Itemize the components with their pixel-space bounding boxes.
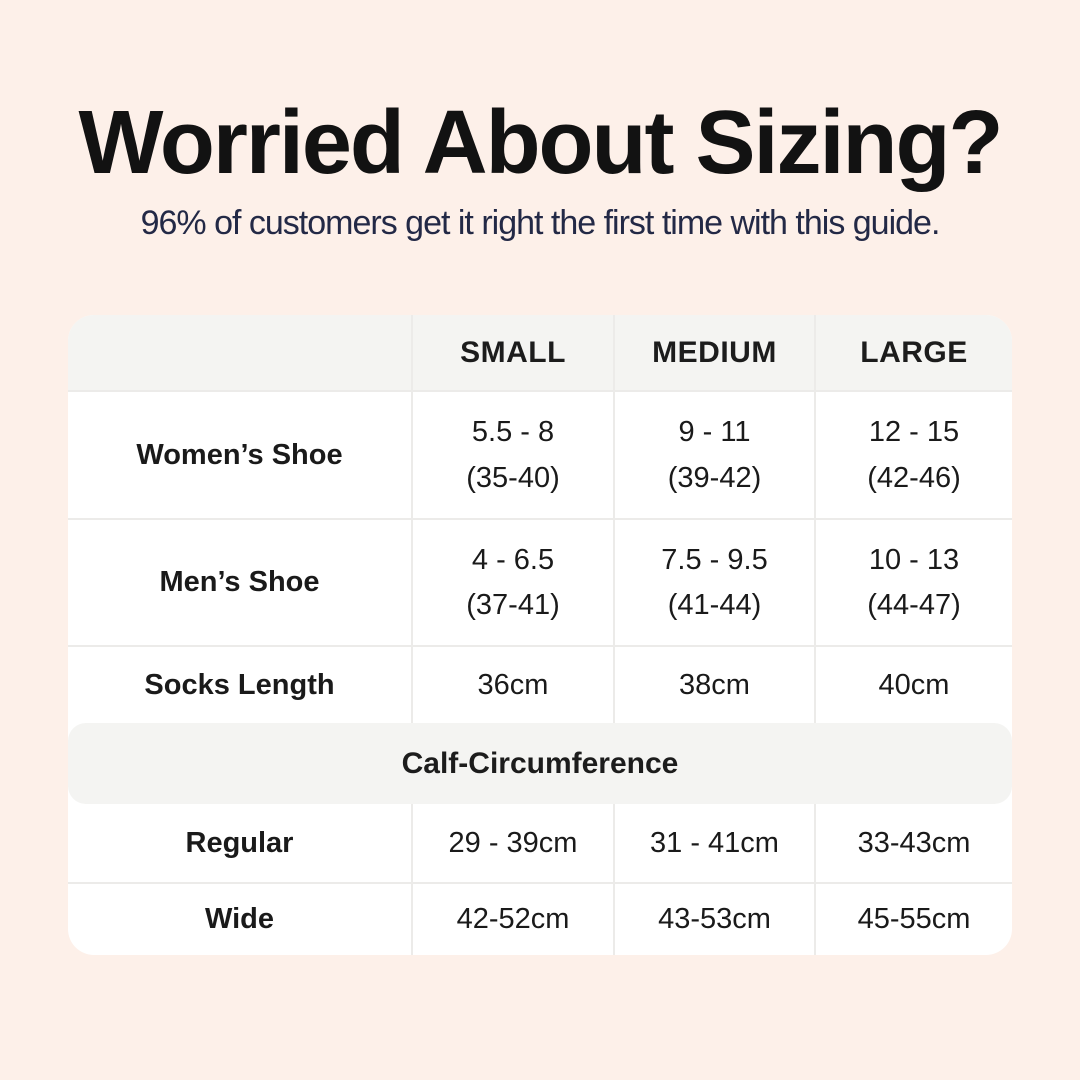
header-cell-medium: MEDIUM — [613, 315, 814, 390]
table-row-regular: Regular 29 - 39cm 31 - 41cm 33-43cm — [68, 804, 1012, 882]
row-label-womens-shoe: Women’s Shoe — [136, 438, 343, 471]
row-label-socks-length: Socks Length — [144, 668, 335, 701]
cell-value: 4 - 6.5 — [471, 543, 555, 576]
cell-socks-small: 36cm — [411, 647, 613, 723]
cell-value: 10 - 13 — [868, 543, 960, 576]
cell-wide-small: 42-52cm — [411, 884, 613, 955]
cell-womens-small: 5.5 - 8 (35-40) — [411, 392, 613, 518]
cell-value: 45-55cm — [857, 903, 971, 936]
page-subtitle: 96% of customers get it right the first … — [140, 204, 941, 242]
cell-subvalue: (39-42) — [667, 461, 762, 494]
table-row-mens-shoe: Men’s Shoe 4 - 6.5 (37-41) 7.5 - 9.5 (41… — [68, 518, 1012, 645]
cell-value: 36cm — [477, 668, 549, 701]
cell-womens-large: 12 - 15 (42-46) — [814, 392, 1012, 518]
cell-value: 29 - 39cm — [448, 826, 578, 859]
cell-regular-small: 29 - 39cm — [411, 804, 613, 882]
cell-subvalue: (44-47) — [867, 589, 961, 621]
cell-subvalue: (42-46) — [867, 461, 961, 494]
cell-mens-small: 4 - 6.5 (37-41) — [411, 520, 613, 645]
row-label-wide: Wide — [204, 903, 275, 936]
header-cell-blank — [68, 315, 411, 390]
cell-value: 31 - 41cm — [650, 826, 779, 859]
cell-value: 7.5 - 9.5 — [661, 543, 768, 576]
section-header-label: Calf-Circumference — [401, 746, 679, 780]
cell-value: 38cm — [679, 668, 750, 701]
cell-womens-medium: 9 - 11 (39-42) — [613, 392, 814, 518]
cell-value: 9 - 11 — [678, 416, 751, 449]
cell-regular-medium: 31 - 41cm — [613, 804, 814, 882]
row-label-regular: Regular — [185, 826, 294, 859]
cell-value: 42-52cm — [456, 903, 570, 936]
section-header-calf-circumference: Calf-Circumference — [68, 723, 1012, 804]
cell-value: 12 - 15 — [868, 416, 960, 449]
cell-wide-large: 45-55cm — [814, 884, 1012, 955]
page-title: Worried About Sizing? — [78, 93, 1004, 193]
cell-subvalue: (41-44) — [667, 589, 762, 621]
cell-value: 40cm — [878, 668, 950, 701]
cell-subvalue: (35-40) — [466, 461, 560, 494]
header-cell-small: SMALL — [411, 315, 613, 390]
cell-subvalue: (37-41) — [466, 589, 560, 621]
table-header-row: SMALL MEDIUM LARGE — [68, 315, 1012, 390]
cell-wide-medium: 43-53cm — [613, 884, 814, 955]
header-cell-large: LARGE — [814, 315, 1012, 390]
size-chart-table: SMALL MEDIUM LARGE Women’s Shoe 5.5 - 8 … — [68, 315, 1012, 955]
cell-value: 5.5 - 8 — [471, 416, 555, 449]
table-row-womens-shoe: Women’s Shoe 5.5 - 8 (35-40) 9 - 11 (39-… — [68, 390, 1012, 518]
cell-socks-medium: 38cm — [613, 647, 814, 723]
cell-regular-large: 33-43cm — [814, 804, 1012, 882]
cell-mens-medium: 7.5 - 9.5 (41-44) — [613, 520, 814, 645]
cell-socks-large: 40cm — [814, 647, 1012, 723]
table-row-wide: Wide 42-52cm 43-53cm 45-55cm — [68, 882, 1012, 955]
cell-mens-large: 10 - 13 (44-47) — [814, 520, 1012, 645]
cell-value: 33-43cm — [857, 826, 971, 859]
table-row-socks-length: Socks Length 36cm 38cm 40cm — [68, 645, 1012, 723]
row-label-mens-shoe: Men’s Shoe — [159, 566, 320, 599]
cell-value: 43-53cm — [658, 903, 771, 936]
